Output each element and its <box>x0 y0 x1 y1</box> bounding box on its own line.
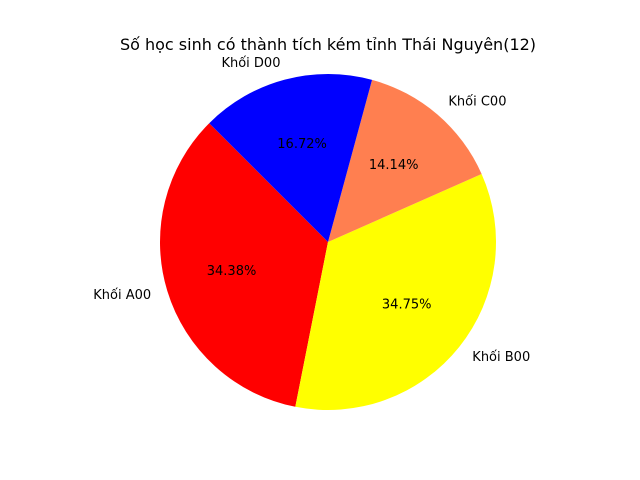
pie-slice-kh-i-d00 <box>209 74 373 242</box>
pie-slices <box>160 74 496 410</box>
slice-label-kh-i-b00: Khối B00 <box>472 350 530 365</box>
slice-label-kh-i-a00: Khối A00 <box>93 288 151 303</box>
percent-label-kh-i-c00: 14.14% <box>369 158 419 173</box>
slice-label-kh-i-c00: Khối C00 <box>448 94 506 109</box>
slice-label-kh-i-d00: Khối D00 <box>221 56 280 71</box>
chart-title: Số học sinh có thành tích kém tỉnh Thái … <box>120 35 536 54</box>
pie-slice-kh-i-b00 <box>295 173 496 410</box>
percent-label-kh-i-b00: 34.75% <box>382 297 432 312</box>
pie-slice-kh-i-a00 <box>160 123 328 407</box>
pie-labels: Khối A00 34.38% Khối B00 34.75% Khối C00 14.1… <box>93 56 530 365</box>
percent-label-kh-i-a00: 34.38% <box>207 264 257 279</box>
percent-label-kh-i-d00: 16.72% <box>277 137 327 152</box>
pie-slice-kh-i-c00 <box>328 79 482 243</box>
